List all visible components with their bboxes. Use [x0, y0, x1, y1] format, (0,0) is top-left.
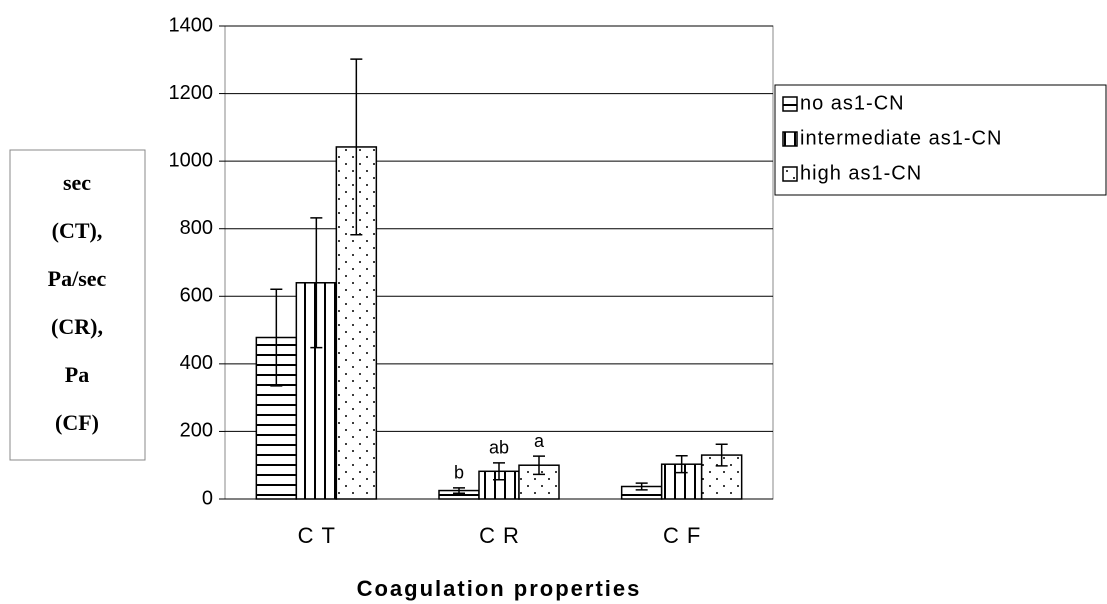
legend-swatch: [782, 131, 798, 147]
y-axis-label: (CF): [55, 410, 99, 435]
x-tick-label: CF: [663, 523, 708, 548]
y-tick-label: 1400: [169, 14, 214, 36]
error-bar: [310, 217, 323, 349]
y-axis-label: (CR),: [51, 314, 103, 339]
error-bar: [635, 482, 648, 491]
significance-letter: b: [454, 463, 464, 483]
error-bar: [270, 288, 283, 387]
y-tick-label: 1200: [169, 82, 214, 104]
y-axis-label: sec: [63, 170, 91, 195]
significance-letter: a: [534, 431, 545, 451]
x-tick-label: CR: [479, 523, 527, 548]
error-bar: [715, 443, 728, 467]
significance-letter: ab: [489, 438, 509, 458]
y-tick-label: 800: [180, 217, 213, 239]
y-axis-label: (CT),: [52, 218, 103, 243]
y-tick-label: 0: [202, 487, 213, 509]
legend: [774, 84, 1107, 196]
y-tick-label: 600: [180, 285, 213, 307]
legend-swatch: [782, 166, 798, 182]
x-axis-label: Coagulation properties: [357, 576, 642, 601]
error-bar: [493, 462, 505, 481]
error-bar: [350, 58, 363, 236]
y-tick-label: 1000: [169, 149, 214, 171]
y-axis-label: Pa: [65, 362, 89, 387]
legend-label: no as1-CN: [800, 92, 905, 114]
y-tick-label: 200: [180, 420, 213, 442]
x-tick-label: CT: [298, 523, 343, 548]
y-axis-label: Pa/sec: [48, 266, 107, 291]
legend-label: intermediate as1-CN: [800, 127, 1002, 149]
y-label-box: [9, 149, 146, 461]
legend-swatch: [782, 96, 798, 112]
error-bar: [453, 487, 465, 495]
error-bar: [533, 455, 545, 476]
legend-label: high as1-CN: [800, 162, 922, 184]
y-tick-label: 400: [180, 352, 213, 374]
error-bar: [675, 455, 688, 474]
